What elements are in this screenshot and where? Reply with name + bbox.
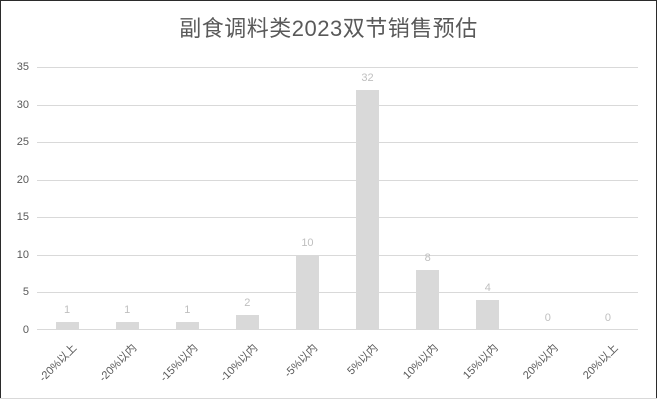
x-axis-tick-label: -20%以内 bbox=[97, 342, 140, 385]
bar bbox=[175, 322, 199, 330]
y-axis-tick-label: 30 bbox=[16, 99, 29, 111]
data-label: 0 bbox=[604, 312, 611, 324]
bar bbox=[55, 322, 79, 330]
plot-area: 1 1 1 2 10 32 8 4 0 0 bbox=[37, 67, 638, 330]
data-label: 1 bbox=[63, 304, 71, 316]
y-axis-tick-label: 35 bbox=[16, 61, 29, 73]
data-label: 1 bbox=[184, 304, 191, 316]
data-label: 32 bbox=[361, 72, 374, 84]
y-axis-tick-label: 5 bbox=[22, 286, 29, 298]
y-axis-tick-label: 20 bbox=[16, 174, 29, 186]
bar bbox=[295, 255, 319, 330]
gridline bbox=[37, 292, 638, 293]
x-axis-tick-label: 5%以内 bbox=[344, 342, 381, 378]
y-axis-tick-label: 10 bbox=[16, 249, 29, 261]
chart-title: 副食调料类2023双节销售预估 bbox=[179, 16, 478, 41]
gridline bbox=[37, 217, 638, 218]
y-axis-tick-label: 15 bbox=[16, 211, 29, 223]
x-axis-tick-label: 20%以上 bbox=[580, 342, 621, 382]
gridline bbox=[37, 255, 638, 256]
bar bbox=[416, 270, 440, 330]
gridline bbox=[37, 180, 638, 181]
data-label: 10 bbox=[301, 237, 314, 249]
chart-bottom-border bbox=[0, 398, 657, 399]
data-label: 2 bbox=[244, 297, 251, 309]
x-axis-tick-label: 20%以内 bbox=[520, 342, 561, 382]
x-axis-tick-label: -5%以内 bbox=[282, 342, 321, 380]
gridline bbox=[37, 67, 638, 68]
y-axis-tick-label: 25 bbox=[16, 136, 29, 148]
bar bbox=[235, 315, 259, 330]
data-label: 4 bbox=[484, 282, 491, 294]
x-axis-tick-label: -20%以上 bbox=[37, 342, 80, 385]
x-axis-tick-label: 15%以内 bbox=[460, 342, 501, 382]
bar bbox=[115, 322, 139, 330]
data-label: 8 bbox=[424, 252, 431, 264]
x-axis-tick-label: 10%以内 bbox=[400, 342, 441, 382]
data-label: 1 bbox=[124, 304, 131, 316]
gridline bbox=[37, 329, 638, 330]
gridline bbox=[37, 142, 638, 143]
data-label: 0 bbox=[544, 312, 551, 324]
bar bbox=[476, 300, 500, 330]
x-axis-tick-label: -10%以内 bbox=[217, 342, 260, 385]
bar bbox=[356, 90, 380, 330]
x-axis-tick-label: -15%以内 bbox=[157, 342, 200, 385]
gridline bbox=[37, 105, 638, 106]
y-axis-tick-label: 0 bbox=[22, 324, 29, 336]
